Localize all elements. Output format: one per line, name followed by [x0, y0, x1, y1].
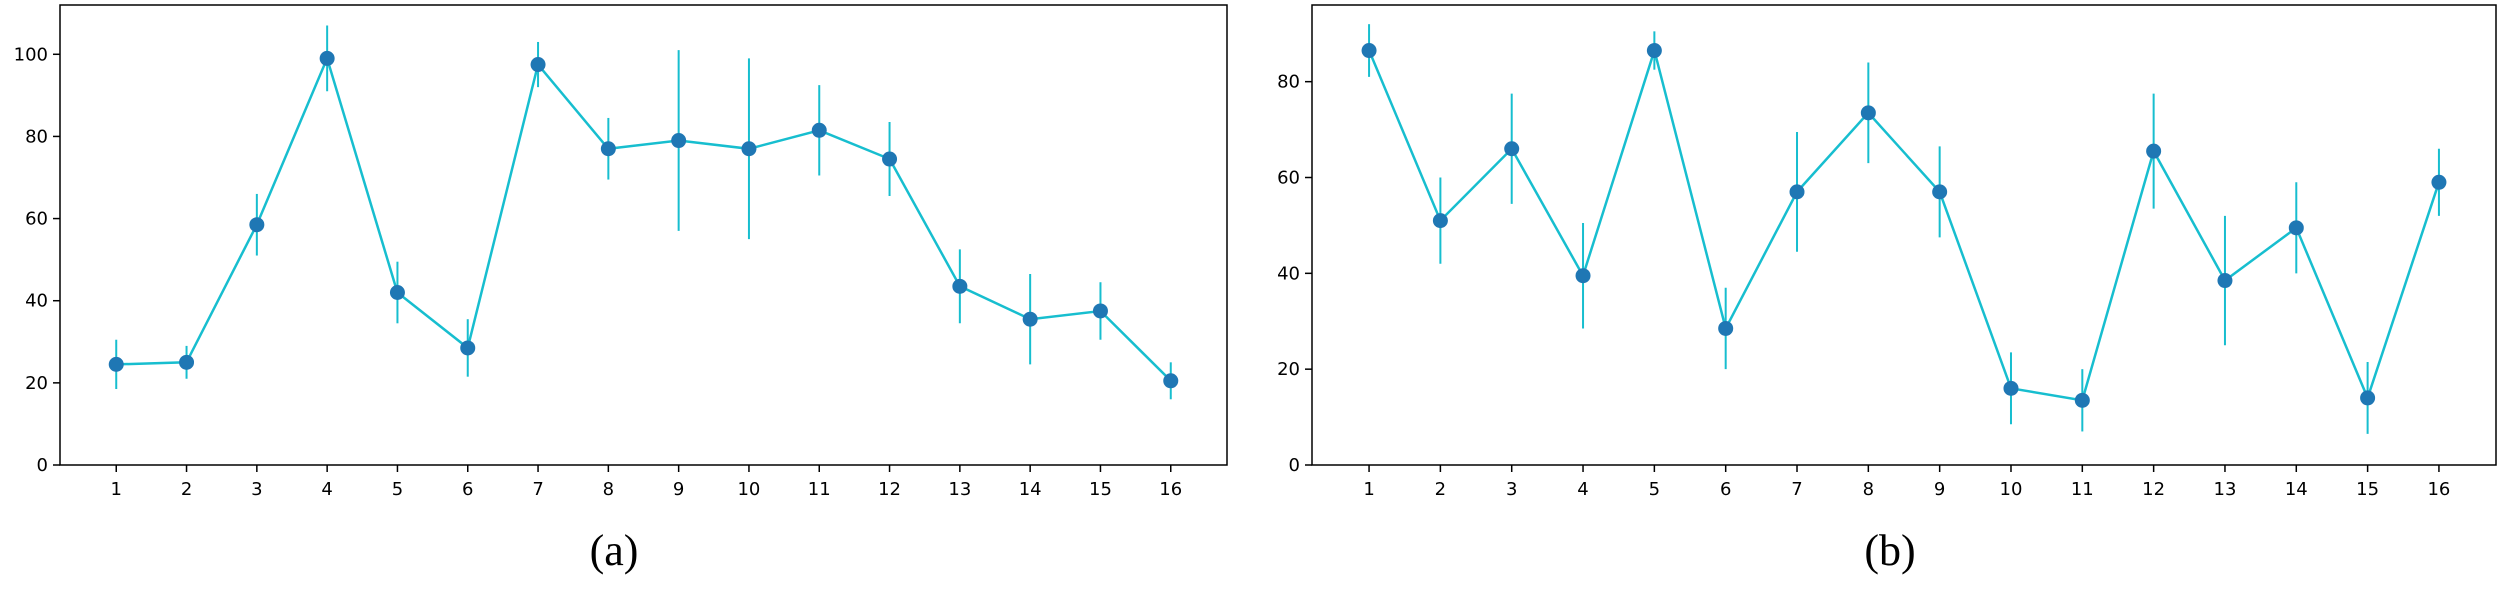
data-point	[1718, 320, 1734, 336]
x-tick-label: 3	[251, 479, 262, 500]
y-tick-label: 100	[14, 44, 48, 65]
caption-a: (a)	[590, 526, 639, 575]
x-tick-label: 12	[2142, 479, 2165, 500]
x-tick-label: 8	[603, 479, 614, 500]
x-tick-label: 15	[2356, 479, 2379, 500]
data-point	[2360, 390, 2376, 406]
x-tick-label: 7	[532, 479, 543, 500]
x-tick-label: 2	[1435, 479, 1446, 500]
data-point	[952, 278, 968, 294]
data-point	[600, 141, 616, 157]
plot-frame	[1311, 4, 2497, 466]
data-point	[2003, 380, 2019, 396]
y-tick-label: 80	[1277, 72, 1300, 93]
data-point	[249, 217, 265, 233]
x-tick-label: 11	[2071, 479, 2094, 500]
x-tick-label: 10	[2000, 479, 2023, 500]
y-tick-label: 20	[25, 373, 48, 394]
data-point	[1092, 303, 1108, 319]
data-point	[1575, 268, 1591, 284]
x-tick-label: 14	[1019, 479, 1042, 500]
data-point	[108, 356, 124, 372]
data-point	[1789, 184, 1805, 200]
x-tick-label: 3	[1506, 479, 1517, 500]
data-point	[2431, 174, 2447, 190]
x-tick-label: 9	[1934, 479, 1945, 500]
x-tick-label: 14	[2285, 479, 2308, 500]
series-line	[116, 54, 1172, 382]
data-point	[2217, 273, 2233, 289]
data-point	[1932, 184, 1948, 200]
data-point	[1646, 43, 1662, 59]
x-tick-label: 5	[1649, 479, 1660, 500]
data-point	[1432, 213, 1448, 229]
y-tick-label: 0	[1289, 455, 1300, 476]
y-tick-label: 60	[25, 209, 48, 230]
data-point	[2074, 392, 2090, 408]
x-tick-label: 5	[392, 479, 403, 500]
x-tick-label: 10	[737, 479, 760, 500]
x-tick-label: 11	[808, 479, 831, 500]
data-point	[1860, 105, 1876, 121]
caption-b: (b)	[1864, 526, 1915, 575]
x-tick-label: 12	[878, 479, 901, 500]
data-point	[460, 340, 476, 356]
x-tick-label: 4	[1577, 479, 1588, 500]
data-point	[530, 57, 546, 73]
data-point	[319, 50, 335, 66]
x-tick-label: 1	[1363, 479, 1374, 500]
series-line	[1367, 45, 2441, 402]
data-point	[2146, 143, 2162, 159]
data-point	[1361, 43, 1377, 59]
y-tick-label: 20	[1277, 359, 1300, 380]
x-tick-label: 2	[181, 479, 192, 500]
x-tick-label: 16	[2427, 479, 2450, 500]
plot-frame	[59, 4, 1228, 466]
data-point	[671, 133, 687, 149]
data-point	[2288, 220, 2304, 236]
y-tick-label: 40	[25, 291, 48, 312]
x-tick-label: 9	[673, 479, 684, 500]
data-point	[389, 285, 405, 300]
data-point	[1163, 373, 1179, 389]
x-tick-label: 13	[948, 479, 971, 500]
x-tick-label: 13	[2214, 479, 2237, 500]
x-tick-label: 4	[321, 479, 332, 500]
x-tick-label: 15	[1089, 479, 1112, 500]
x-tick-label: 16	[1159, 479, 1182, 500]
y-tick-label: 60	[1277, 168, 1300, 189]
x-tick-label: 7	[1791, 479, 1802, 500]
y-tick-label: 40	[1277, 263, 1300, 284]
x-tick-label: 8	[1863, 479, 1874, 500]
x-tick-label: 6	[1720, 479, 1731, 500]
data-point	[179, 354, 195, 370]
data-point	[1022, 311, 1038, 327]
data-point	[811, 122, 827, 138]
data-point	[741, 141, 757, 157]
data-point	[882, 151, 898, 167]
y-tick-label: 80	[25, 126, 48, 147]
y-tick-label: 0	[37, 455, 48, 476]
x-tick-label: 1	[111, 479, 122, 500]
x-tick-label: 6	[462, 479, 473, 500]
data-point	[1504, 141, 1520, 157]
